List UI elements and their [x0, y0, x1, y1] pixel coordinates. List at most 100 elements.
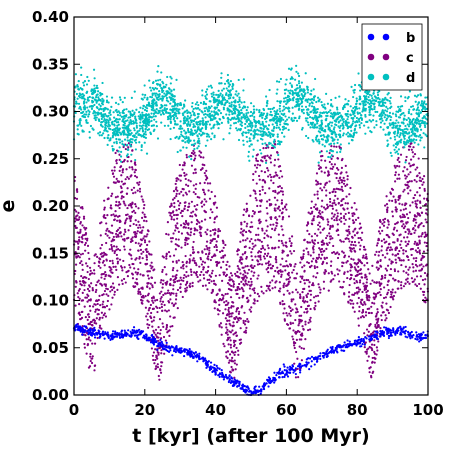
series-d-point	[87, 79, 90, 82]
series-c-point	[154, 348, 157, 351]
series-c-point	[386, 283, 389, 287]
series-c-point	[176, 306, 179, 310]
series-c-point	[123, 266, 126, 269]
series-c-point	[148, 252, 151, 255]
series-c-point	[406, 280, 409, 283]
series-c-point	[184, 177, 187, 181]
series-c-point	[193, 151, 196, 154]
series-c-point	[414, 168, 417, 171]
series-c-point	[222, 242, 225, 245]
series-d-point	[352, 135, 355, 139]
series-d-point	[424, 117, 427, 120]
series-c-point	[421, 177, 424, 181]
series-c-point	[340, 166, 344, 169]
series-c-point	[86, 264, 89, 268]
series-d-point	[189, 133, 192, 136]
series-c-point	[149, 282, 152, 285]
series-c-point	[312, 257, 315, 260]
series-c-point	[80, 275, 83, 278]
series-d-point	[117, 134, 120, 137]
series-d-point	[320, 123, 323, 126]
series-c-point	[143, 235, 146, 238]
series-d-point	[379, 126, 382, 129]
series-c-point	[75, 197, 79, 200]
series-d-point	[83, 79, 87, 83]
series-c-point	[316, 257, 319, 260]
series-c-point	[120, 195, 124, 198]
series-c-point	[356, 270, 359, 273]
series-c-point	[136, 181, 139, 184]
series-c-point	[159, 332, 162, 335]
series-c-point	[176, 189, 179, 192]
series-c-point	[134, 205, 138, 208]
series-c-point	[305, 224, 309, 227]
series-c-point	[99, 258, 102, 261]
series-c-point	[227, 306, 231, 310]
series-c-point	[323, 256, 326, 259]
series-c-point	[125, 271, 128, 274]
series-c-point	[322, 206, 326, 209]
series-c-point	[182, 222, 185, 225]
series-c-point	[131, 210, 134, 214]
series-c-point	[313, 215, 316, 218]
series-d-point	[424, 125, 427, 129]
series-c-point	[187, 274, 190, 277]
series-c-point	[381, 301, 384, 304]
series-c-point	[395, 164, 399, 168]
series-d-point	[92, 128, 95, 131]
series-c-point	[229, 296, 233, 299]
series-c-point	[175, 292, 178, 295]
series-c-point	[140, 299, 143, 302]
series-c-point	[313, 193, 316, 196]
series-c-point	[197, 251, 200, 254]
series-d-point	[86, 90, 89, 93]
series-c-point	[105, 304, 109, 308]
series-c-point	[155, 365, 158, 368]
series-c-point	[246, 222, 249, 225]
series-d-point	[81, 92, 84, 96]
series-c-point	[172, 254, 176, 257]
series-c-point	[368, 311, 371, 315]
series-c-point	[325, 189, 328, 192]
series-d-point	[425, 107, 428, 110]
series-c-point	[324, 159, 327, 162]
series-d-point	[273, 114, 276, 118]
series-c-point	[346, 234, 349, 237]
series-c-point	[168, 292, 171, 295]
series-c-point	[244, 271, 247, 274]
series-c-point	[334, 252, 337, 255]
series-c-point	[103, 264, 106, 267]
series-c-point	[310, 264, 313, 267]
series-c-point	[130, 238, 133, 241]
series-c-point	[375, 266, 378, 269]
series-c-point	[149, 303, 152, 307]
series-c-point	[285, 260, 288, 263]
series-c-point	[394, 208, 397, 211]
series-c-point	[172, 218, 176, 221]
series-c-point	[375, 353, 378, 356]
series-c-point	[113, 215, 116, 218]
series-c-point	[98, 318, 101, 321]
series-c-point	[206, 228, 209, 231]
series-c-point	[162, 279, 165, 282]
series-c-point	[259, 220, 262, 223]
series-c-point	[267, 169, 270, 172]
series-c-point	[251, 215, 254, 218]
series-c-point	[115, 245, 118, 248]
series-c-point	[389, 274, 393, 277]
series-c-point	[242, 283, 245, 286]
series-c-point	[414, 218, 417, 221]
series-d-point	[108, 111, 111, 115]
series-d-point	[248, 159, 251, 162]
series-c-point	[102, 254, 105, 257]
series-d-point	[250, 126, 253, 129]
series-c-point	[335, 219, 338, 222]
series-c-point	[137, 292, 140, 295]
series-c-point	[305, 294, 308, 297]
series-c-point	[274, 203, 277, 206]
series-d-point	[312, 88, 315, 91]
series-c-point	[316, 208, 319, 211]
series-c-point	[281, 193, 285, 196]
series-d-point	[78, 122, 81, 126]
series-c-point	[98, 316, 102, 319]
